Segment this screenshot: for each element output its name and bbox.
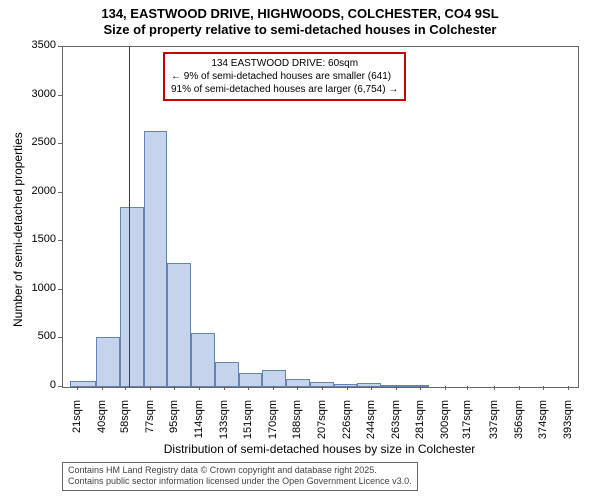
chart-title-line1: 134, EASTWOOD DRIVE, HIGHWOODS, COLCHEST… [0, 6, 600, 21]
y-tick-mark [58, 46, 62, 47]
histogram-bar [96, 337, 120, 388]
x-tick-label: 207sqm [316, 400, 328, 440]
x-tick-mark [174, 386, 175, 390]
x-tick-mark [494, 386, 495, 390]
x-tick-label: 374sqm [537, 400, 549, 440]
x-tick-label: 151sqm [242, 400, 254, 440]
x-tick-mark [199, 386, 200, 390]
histogram-bar [239, 373, 263, 387]
x-tick-mark [347, 386, 348, 390]
histogram-bar [191, 333, 215, 387]
histogram-bar [167, 263, 191, 387]
y-tick-label: 3000 [20, 88, 56, 100]
x-tick-label: 188sqm [291, 400, 303, 440]
x-tick-mark [519, 386, 520, 390]
annotation-line3: 91% of semi-detached houses are larger (… [171, 83, 398, 96]
y-tick-mark [58, 289, 62, 290]
x-tick-mark [150, 386, 151, 390]
y-tick-mark [58, 386, 62, 387]
x-tick-label: 170sqm [267, 400, 279, 440]
x-tick-mark [224, 386, 225, 390]
chart-container: 134, EASTWOOD DRIVE, HIGHWOODS, COLCHEST… [0, 0, 600, 500]
x-tick-mark [568, 386, 569, 390]
x-tick-mark [102, 386, 103, 390]
x-tick-label: 40sqm [96, 400, 108, 440]
x-tick-mark [248, 386, 249, 390]
histogram-bar [334, 384, 358, 387]
x-tick-label: 317sqm [461, 400, 473, 440]
x-tick-label: 244sqm [365, 400, 377, 440]
histogram-bar [262, 370, 286, 387]
y-tick-label: 2000 [20, 185, 56, 197]
x-tick-label: 114sqm [193, 400, 205, 440]
attribution-footer: Contains HM Land Registry data © Crown c… [62, 462, 418, 491]
histogram-bar [405, 385, 429, 387]
x-tick-mark [371, 386, 372, 390]
x-tick-mark [445, 386, 446, 390]
x-tick-mark [543, 386, 544, 390]
histogram-bar [144, 131, 168, 387]
x-tick-label: 77sqm [144, 400, 156, 440]
annotation-line2: ← 9% of semi-detached houses are smaller… [171, 70, 398, 83]
plot-area: 134 EASTWOOD DRIVE: 60sqm← 9% of semi-de… [62, 46, 579, 388]
y-tick-label: 500 [20, 330, 56, 342]
footer-line1: Contains HM Land Registry data © Crown c… [68, 465, 412, 476]
reference-line [129, 47, 130, 387]
histogram-bar [120, 207, 144, 387]
x-tick-mark [297, 386, 298, 390]
y-tick-mark [58, 240, 62, 241]
x-tick-mark [77, 386, 78, 390]
x-tick-mark [467, 386, 468, 390]
histogram-bar [215, 362, 239, 387]
x-tick-mark [396, 386, 397, 390]
y-tick-label: 1500 [20, 233, 56, 245]
x-tick-label: 300sqm [439, 400, 451, 440]
chart-title-line2: Size of property relative to semi-detach… [0, 22, 600, 37]
footer-line2: Contains public sector information licen… [68, 476, 412, 487]
x-tick-mark [322, 386, 323, 390]
y-tick-label: 2500 [20, 136, 56, 148]
histogram-bar [70, 381, 96, 387]
x-tick-label: 356sqm [513, 400, 525, 440]
x-axis-label: Distribution of semi-detached houses by … [62, 442, 577, 456]
annotation-line1: 134 EASTWOOD DRIVE: 60sqm [171, 57, 398, 70]
y-tick-mark [58, 337, 62, 338]
x-tick-label: 226sqm [341, 400, 353, 440]
x-tick-label: 281sqm [414, 400, 426, 440]
x-tick-mark [420, 386, 421, 390]
x-tick-mark [125, 386, 126, 390]
y-tick-label: 1000 [20, 282, 56, 294]
annotation-box: 134 EASTWOOD DRIVE: 60sqm← 9% of semi-de… [163, 52, 406, 101]
y-tick-label: 0 [20, 379, 56, 391]
x-tick-label: 95sqm [168, 400, 180, 440]
x-tick-label: 58sqm [119, 400, 131, 440]
x-tick-label: 263sqm [390, 400, 402, 440]
y-tick-mark [58, 95, 62, 96]
x-tick-label: 133sqm [218, 400, 230, 440]
y-tick-mark [58, 192, 62, 193]
x-tick-label: 21sqm [71, 400, 83, 440]
y-tick-mark [58, 143, 62, 144]
x-tick-label: 337sqm [488, 400, 500, 440]
x-tick-mark [273, 386, 274, 390]
histogram-bar [381, 385, 405, 387]
y-tick-label: 3500 [20, 39, 56, 51]
histogram-bar [357, 383, 381, 387]
x-tick-label: 393sqm [562, 400, 574, 440]
